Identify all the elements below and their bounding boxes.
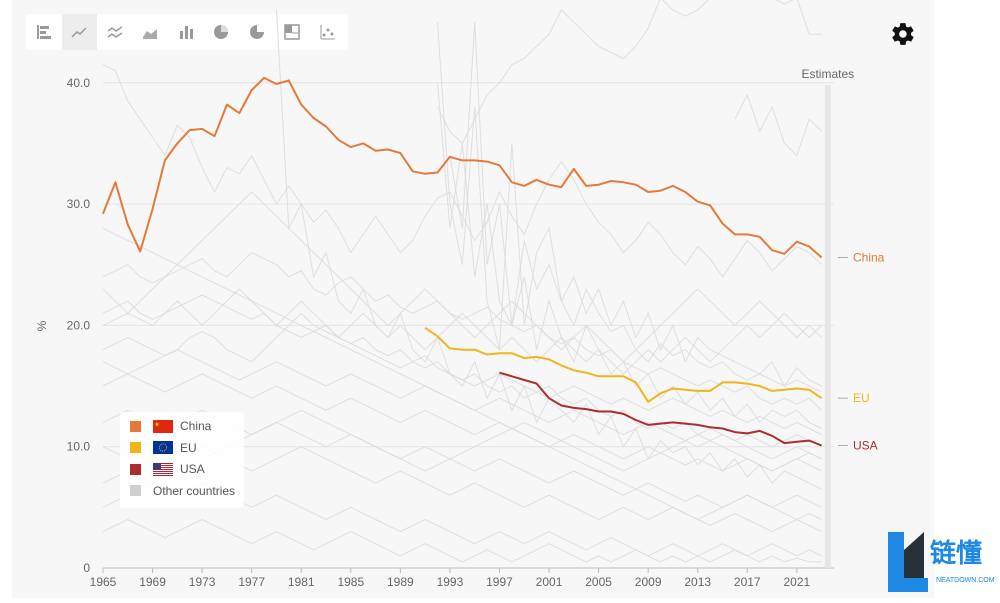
usa-flag-icon bbox=[153, 462, 173, 476]
other-country-line bbox=[449, 22, 822, 393]
multi-line-icon bbox=[107, 26, 123, 38]
x-axis-ticks: 1965 1969 1973 1977 1981 1985 1989 1993 1997 2001… bbox=[90, 568, 811, 589]
other-country-line bbox=[437, 82, 822, 429]
treemap-button[interactable] bbox=[275, 14, 311, 50]
y-axis-ticks: 0 10.0 20.0 30.0 40.0 bbox=[67, 76, 91, 575]
x-tick-label: 1985 bbox=[337, 575, 364, 589]
legend-swatch bbox=[130, 485, 141, 496]
series-line-usa[interactable] bbox=[499, 371, 822, 447]
y-axis-label: % bbox=[35, 320, 49, 331]
series-end-labels: China EU USA bbox=[838, 250, 885, 452]
legend-label: Other countries bbox=[153, 483, 236, 498]
china-flag-icon bbox=[153, 419, 173, 433]
x-tick-label: 2001 bbox=[536, 575, 563, 589]
other-country-line bbox=[102, 64, 822, 278]
other-country-lines bbox=[102, 0, 822, 563]
logo-text-cn: 链懂 bbox=[930, 538, 982, 569]
other-country-line bbox=[734, 93, 822, 157]
x-tick-label: 1969 bbox=[139, 575, 166, 589]
logo-l-mark: 链懂 NEATDOWN.COM bbox=[888, 532, 995, 592]
legend-label: USA bbox=[180, 462, 205, 476]
bar-horizontal-button[interactable] bbox=[26, 14, 62, 50]
other-country-line bbox=[276, 9, 822, 490]
other-country-line bbox=[102, 312, 822, 436]
x-tick-label: 2013 bbox=[684, 575, 711, 589]
bar-horizontal-icon bbox=[36, 25, 51, 39]
treemap-icon bbox=[284, 24, 300, 40]
donut-chart-icon bbox=[249, 25, 264, 39]
logo-text-en: NEATDOWN.COM bbox=[936, 577, 995, 584]
legend-swatch bbox=[130, 420, 141, 432]
x-tick-label: 1973 bbox=[189, 575, 216, 589]
highlight-series bbox=[102, 76, 823, 447]
gear-icon bbox=[892, 23, 914, 45]
brand-logo: 链懂 NEATDOWN.COM bbox=[880, 526, 1000, 598]
area-chart-icon bbox=[143, 29, 158, 39]
other-country-line bbox=[437, 0, 822, 145]
x-tick-label: 2021 bbox=[783, 575, 810, 589]
other-country-line bbox=[102, 251, 822, 411]
x-tick-label: 2017 bbox=[734, 575, 761, 589]
area-chart-button[interactable] bbox=[133, 14, 169, 50]
estimates-label: Estimates bbox=[801, 67, 854, 81]
y-tick-label: 40.0 bbox=[67, 76, 91, 90]
end-label-china: China bbox=[853, 250, 885, 264]
y-tick-label: 20.0 bbox=[67, 318, 91, 332]
y-tick-label: 10.0 bbox=[67, 440, 91, 454]
legend-swatch bbox=[130, 442, 141, 453]
legend-item-eu[interactable]: EU bbox=[130, 438, 197, 458]
other-country-line bbox=[437, 22, 822, 387]
legend: China EU USA Other countries bbox=[120, 412, 244, 508]
legend-item-usa[interactable]: USA bbox=[130, 459, 205, 479]
legend-label: China bbox=[180, 419, 212, 433]
x-tick-label: 1993 bbox=[437, 575, 464, 589]
line-chart-icon bbox=[71, 27, 87, 38]
other-country-line bbox=[102, 288, 822, 375]
eu-flag-icon bbox=[153, 441, 173, 454]
legend-swatch bbox=[130, 463, 141, 475]
x-tick-label: 2005 bbox=[585, 575, 612, 589]
y-tick-label: 0 bbox=[83, 561, 90, 575]
scatter-icon bbox=[320, 25, 335, 40]
pie-chart-button[interactable] bbox=[204, 14, 240, 50]
series-line-china[interactable] bbox=[102, 76, 823, 259]
scatter-button[interactable] bbox=[310, 14, 346, 50]
x-tick-label: 1981 bbox=[288, 575, 315, 589]
multi-line-button[interactable] bbox=[97, 14, 133, 50]
settings-button[interactable] bbox=[890, 21, 916, 47]
other-country-line bbox=[102, 349, 822, 460]
donut-chart-button[interactable] bbox=[239, 14, 275, 50]
line-chart-button[interactable] bbox=[61, 14, 97, 50]
y-tick-label: 30.0 bbox=[67, 197, 91, 211]
estimates-band bbox=[824, 85, 831, 568]
x-tick-label: 2009 bbox=[635, 575, 662, 589]
legend-label: EU bbox=[180, 440, 197, 455]
other-country-line bbox=[102, 518, 822, 563]
end-label-eu: EU bbox=[853, 391, 870, 405]
pie-chart-icon bbox=[214, 25, 229, 39]
x-tick-label: 1977 bbox=[238, 575, 265, 589]
legend-item-china[interactable]: China bbox=[130, 416, 211, 436]
legend-item-other-countries[interactable]: Other countries bbox=[130, 481, 235, 501]
x-tick-label: 1997 bbox=[486, 575, 513, 589]
chart-type-toolbar bbox=[26, 14, 348, 50]
x-tick-label: 1989 bbox=[387, 575, 414, 589]
x-tick-label: 1965 bbox=[90, 575, 117, 589]
end-label-usa: USA bbox=[853, 438, 878, 452]
other-country-line bbox=[102, 191, 822, 363]
bar-chart-icon bbox=[179, 26, 193, 39]
bar-chart-button[interactable] bbox=[168, 14, 204, 50]
series-line-eu[interactable] bbox=[424, 326, 823, 403]
